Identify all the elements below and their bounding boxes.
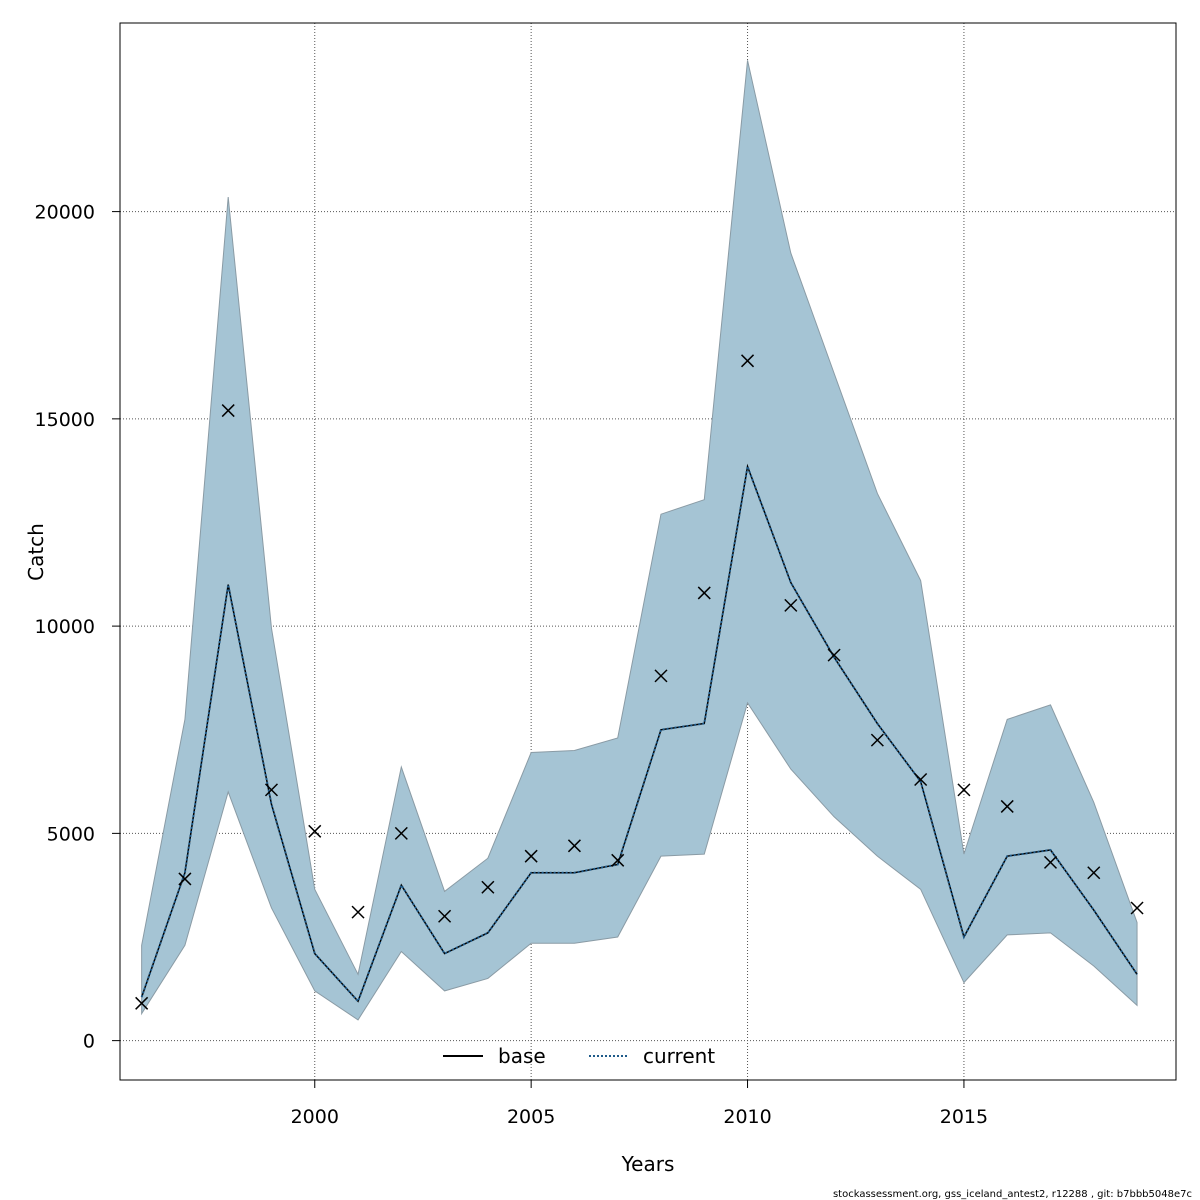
x-axis: 2000 2005 2010 2015 — [291, 1080, 988, 1128]
observed-point-2019 — [1130, 901, 1144, 915]
observed-point-2003 — [438, 909, 452, 923]
y-axis: 0 5000 10000 15000 20000 — [35, 202, 120, 1053]
plot-box — [119, 22, 1177, 1081]
observed-point-2017 — [1043, 855, 1058, 869]
legend-label-base: base — [498, 1044, 546, 1068]
observed-point-2000 — [308, 824, 322, 838]
observed-point-2013 — [870, 733, 884, 747]
observed-point-2010 — [741, 354, 755, 368]
observed-point-2004 — [481, 880, 495, 894]
observed-point-2001 — [351, 905, 365, 919]
observed-point-2007 — [611, 853, 625, 867]
x-tick-label-2015: 2015 — [940, 1106, 988, 1128]
observed-catch-points — [135, 354, 1144, 1010]
observed-point-2008 — [654, 669, 668, 683]
legend-label-current: current — [643, 1044, 715, 1068]
observed-point-2014 — [914, 772, 928, 787]
series-line-current — [140, 462, 1138, 1004]
y-tick-label-5000: 5000 — [47, 823, 95, 845]
observed-point-2018 — [1087, 866, 1101, 880]
x-tick-label-2000: 2000 — [291, 1106, 339, 1128]
y-tick-label-15000: 15000 — [35, 409, 95, 431]
y-axis-title: Catch — [24, 523, 48, 581]
observed-point-2012 — [827, 648, 841, 662]
footer-credit: stockassessment.org, gss_iceland_antest2… — [833, 1189, 1192, 1200]
observed-point-2015 — [957, 783, 971, 797]
y-tick-label-20000: 20000 — [35, 202, 95, 224]
legend: base current — [443, 1044, 715, 1068]
y-tick-label-10000: 10000 — [35, 616, 95, 638]
x-axis-title: Years — [621, 1152, 675, 1176]
observed-point-1999 — [264, 783, 279, 797]
observed-point-2016 — [1000, 799, 1014, 813]
x-tick-label-2010: 2010 — [723, 1106, 771, 1128]
observed-point-2009 — [697, 586, 711, 600]
observed-point-2002 — [394, 826, 408, 840]
observed-point-2011 — [784, 598, 798, 612]
observed-point-1998 — [221, 404, 235, 418]
observed-point-1996 — [135, 996, 149, 1010]
x-tick-label-2005: 2005 — [507, 1106, 555, 1128]
y-tick-label-0: 0 — [83, 1031, 95, 1053]
observed-point-1997 — [178, 872, 192, 886]
confidence-band — [141, 60, 1138, 1021]
observed-point-2005 — [524, 849, 538, 863]
observed-point-2006 — [567, 839, 581, 853]
